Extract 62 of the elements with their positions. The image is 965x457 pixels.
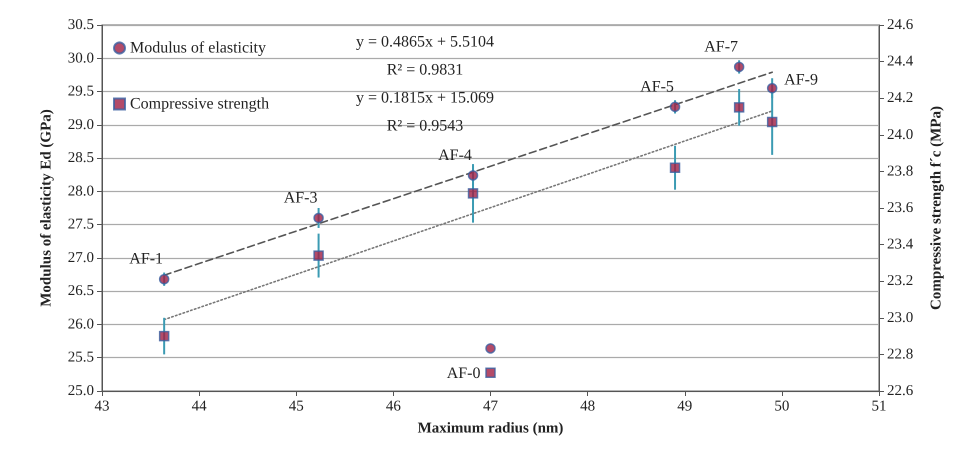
point: [670, 162, 680, 173]
legend-label: Modulus of elasticity: [130, 40, 266, 56]
y-axis-title: Modulus of elasticity Ed (GPa): [38, 109, 54, 307]
point: [485, 367, 496, 378]
annotation: AF-4: [438, 146, 472, 164]
y-tick-label: 25.5: [68, 350, 94, 366]
point: [670, 102, 680, 112]
point: [468, 170, 478, 181]
y-tick-label: 25.0: [68, 383, 94, 399]
y2-tick-label: 22.8: [887, 346, 914, 362]
point: [734, 62, 744, 72]
annotation: R² = 0.9831: [386, 62, 464, 78]
y2-axis-title: Compressive strength f´c (MPa): [928, 106, 944, 310]
y-tick-label: 27.5: [68, 216, 94, 233]
point: [313, 250, 324, 261]
x-tick-label: 45: [288, 398, 304, 414]
annotation: AF-7: [704, 38, 738, 56]
y2-tick-label: 24.0: [887, 126, 914, 143]
point: [158, 330, 170, 342]
y-tick-label: 29.5: [68, 84, 94, 100]
annotation: AF-1: [129, 250, 164, 268]
y-tick-label: 28.5: [68, 150, 94, 166]
x-tick-label: 46: [386, 398, 402, 414]
point: [766, 82, 778, 94]
y-tick-label: 30.0: [68, 50, 94, 66]
point: [468, 188, 478, 199]
y2-tick-label: 23.6: [887, 200, 914, 216]
annotation: R² = 0.9543: [386, 118, 464, 134]
y-tick-label: 27.0: [68, 250, 94, 266]
y2-tick-label: 22.6: [887, 383, 914, 399]
annotation: y = 0.1815x + 15.069: [356, 90, 494, 106]
point: [766, 116, 778, 128]
y-tick-label: 26.0: [68, 316, 94, 332]
point: [313, 212, 324, 224]
x-tick-label: 47: [483, 398, 498, 414]
y2-tick-label: 23.4: [887, 236, 914, 253]
annotation: AF-0: [446, 364, 480, 382]
y2-tick-label: 24.2: [887, 90, 914, 106]
x-tick-label: 51: [872, 398, 886, 414]
annotation: AF-5: [640, 78, 674, 96]
point: [734, 102, 744, 113]
y2-tick-label: 24.4: [887, 54, 914, 70]
x-tick-label: 50: [774, 398, 790, 414]
x-tick-label: 44: [192, 398, 208, 414]
y2-tick-label: 23.0: [887, 310, 914, 326]
x-tick-label: 43: [94, 398, 110, 414]
y-tick-label: 30.5: [68, 17, 94, 33]
y2-tick-label: 23.8: [887, 163, 914, 180]
point: [158, 274, 170, 284]
y-tick-label: 28.0: [68, 183, 94, 200]
y-tick-label: 29.0: [68, 116, 94, 133]
y2-tick-label: 24.6: [887, 17, 914, 33]
y2-tick-label: 23.2: [887, 273, 914, 290]
x-tick-label: 48: [580, 398, 596, 414]
x-tick-label: 49: [677, 398, 692, 414]
y-tick-label: 26.5: [68, 283, 94, 300]
annotation: AF-9: [784, 72, 818, 89]
x-axis-title: Maximum radius (nm): [418, 420, 564, 436]
point: [485, 343, 496, 354]
annotation: y = 0.4865x + 5.5104: [356, 34, 494, 50]
annotation: AF-3: [284, 189, 318, 206]
legend-label: Compressive strength: [130, 96, 270, 112]
